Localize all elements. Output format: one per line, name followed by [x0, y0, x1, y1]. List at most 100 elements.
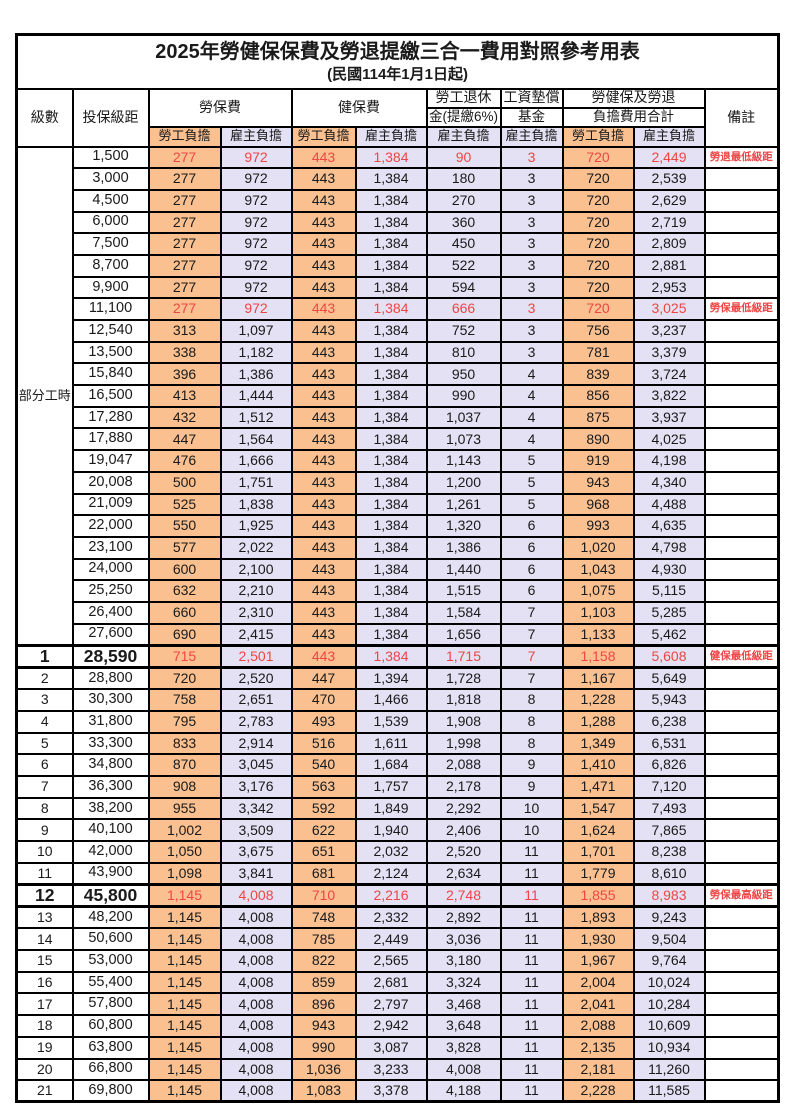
- table-row: 11,100 277 972 443 1,384 666 3 720 3,025 勞保最低級距: [17, 297, 780, 321]
- bracket-cell: 6,000: [71, 210, 150, 235]
- part-time-label: 部分工時: [15, 145, 74, 647]
- value-cell: 9,764: [632, 949, 706, 973]
- level-cell: 18: [15, 1014, 74, 1038]
- value-cell: 3,176: [219, 775, 293, 799]
- value-cell: 1,440: [425, 557, 502, 582]
- remark-cell: [703, 470, 780, 495]
- value-cell: 1,666: [219, 449, 293, 473]
- value-cell: 1,684: [354, 753, 428, 777]
- value-cell: 11: [499, 949, 564, 973]
- value-cell: 3,025: [632, 297, 706, 321]
- value-cell: 1,133: [561, 622, 635, 647]
- value-cell: 1,098: [147, 861, 222, 886]
- value-cell: 2,032: [354, 840, 428, 864]
- bracket-cell: 40,100: [71, 818, 150, 843]
- value-cell: 2,228: [561, 1079, 635, 1103]
- bracket-cell: 57,800: [71, 992, 150, 1017]
- bracket-cell: 66,800: [71, 1057, 150, 1082]
- value-cell: 1,043: [561, 557, 635, 582]
- value-cell: 2,629: [632, 188, 706, 213]
- remark-cell: [703, 405, 780, 430]
- value-cell: 277: [147, 232, 222, 256]
- col-header-level: 級數: [15, 87, 74, 148]
- value-cell: 2,953: [632, 275, 706, 300]
- value-cell: 1,386: [425, 535, 502, 560]
- value-cell: 4,008: [219, 1035, 293, 1060]
- table-row: 3,000 277 972 443 1,384 180 3 720 2,539: [17, 167, 780, 191]
- value-cell: 4,008: [425, 1057, 502, 1082]
- value-cell: 10,609: [632, 1014, 706, 1038]
- value-cell: 1,261: [425, 492, 502, 517]
- value-cell: 1,288: [561, 709, 635, 734]
- value-cell: 9: [499, 753, 564, 777]
- value-cell: 11: [499, 1014, 564, 1038]
- value-cell: 522: [425, 253, 502, 278]
- value-cell: 3: [499, 275, 564, 300]
- value-cell: 3,233: [354, 1057, 428, 1082]
- remark-cell: [703, 275, 780, 300]
- value-cell: 3,036: [425, 927, 502, 952]
- value-cell: 1,349: [561, 731, 635, 756]
- remark-cell: [703, 384, 780, 408]
- value-cell: 443: [290, 600, 357, 625]
- remark-cell: [703, 1079, 780, 1103]
- value-cell: 2,292: [425, 796, 502, 821]
- value-cell: 476: [147, 449, 222, 473]
- value-cell: 2,100: [219, 557, 293, 582]
- level-cell: 5: [15, 731, 74, 756]
- value-cell: 2,892: [425, 905, 502, 930]
- value-cell: 1,818: [425, 688, 502, 712]
- value-cell: 859: [290, 970, 357, 995]
- value-cell: 3: [499, 297, 564, 321]
- bracket-cell: 48,200: [71, 905, 150, 930]
- value-cell: 413: [147, 384, 222, 408]
- value-cell: 550: [147, 514, 222, 538]
- value-cell: 972: [219, 275, 293, 300]
- value-cell: 11: [499, 1035, 564, 1060]
- header-row-3: 勞工負擔 雇主負擔 勞工負擔 雇主負擔 雇主負擔 雇主負擔 勞工負擔 雇主負擔: [17, 125, 779, 148]
- value-cell: 3,378: [354, 1079, 428, 1103]
- value-cell: 1,020: [561, 535, 635, 560]
- col-header-remark: 備註: [703, 87, 780, 148]
- bracket-cell: 31,800: [71, 709, 150, 734]
- value-cell: 1,779: [561, 861, 635, 886]
- value-cell: 3,822: [632, 384, 706, 408]
- labor-employer-burden-header: 雇主負擔: [219, 125, 293, 148]
- remark-cell: [703, 535, 780, 560]
- level-cell: 12: [15, 882, 74, 909]
- value-cell: 875: [561, 405, 635, 430]
- value-cell: 4,635: [632, 514, 706, 538]
- page-subtitle: (民國114年1月1日起): [327, 66, 468, 84]
- level-cell: 8: [15, 796, 74, 821]
- value-cell: 277: [147, 188, 222, 213]
- value-cell: 1,167: [561, 666, 635, 691]
- value-cell: 622: [290, 818, 357, 843]
- bracket-cell: 12,540: [71, 319, 150, 343]
- value-cell: 4,008: [219, 1079, 293, 1103]
- remark-cell: [703, 861, 780, 886]
- value-cell: 3,379: [632, 340, 706, 365]
- value-cell: 2,719: [632, 210, 706, 235]
- value-cell: 7,865: [632, 818, 706, 843]
- value-cell: 1,515: [425, 579, 502, 603]
- value-cell: 2,651: [219, 688, 293, 712]
- bracket-cell: 27,600: [71, 622, 150, 647]
- value-cell: 2,041: [561, 992, 635, 1017]
- value-cell: 10,284: [632, 992, 706, 1017]
- value-cell: 8: [499, 688, 564, 712]
- value-cell: 681: [290, 861, 357, 886]
- level-cell: 13: [15, 905, 74, 930]
- value-cell: 1,145: [147, 949, 222, 973]
- value-cell: 781: [561, 340, 635, 365]
- col-header-fund-bottom: 基金: [499, 106, 564, 128]
- table-row: 20 66,800 1,145 4,008 1,036 3,233 4,008 11 2,181…: [15, 1057, 780, 1082]
- value-cell: 443: [290, 319, 357, 343]
- value-cell: 6: [499, 557, 564, 582]
- value-cell: 11: [499, 861, 564, 886]
- bracket-cell: 17,880: [71, 427, 150, 452]
- value-cell: 4,008: [219, 992, 293, 1017]
- value-cell: 1,728: [425, 666, 502, 691]
- remark-cell: [703, 775, 780, 799]
- value-cell: 443: [290, 384, 357, 408]
- value-cell: 1,547: [561, 796, 635, 821]
